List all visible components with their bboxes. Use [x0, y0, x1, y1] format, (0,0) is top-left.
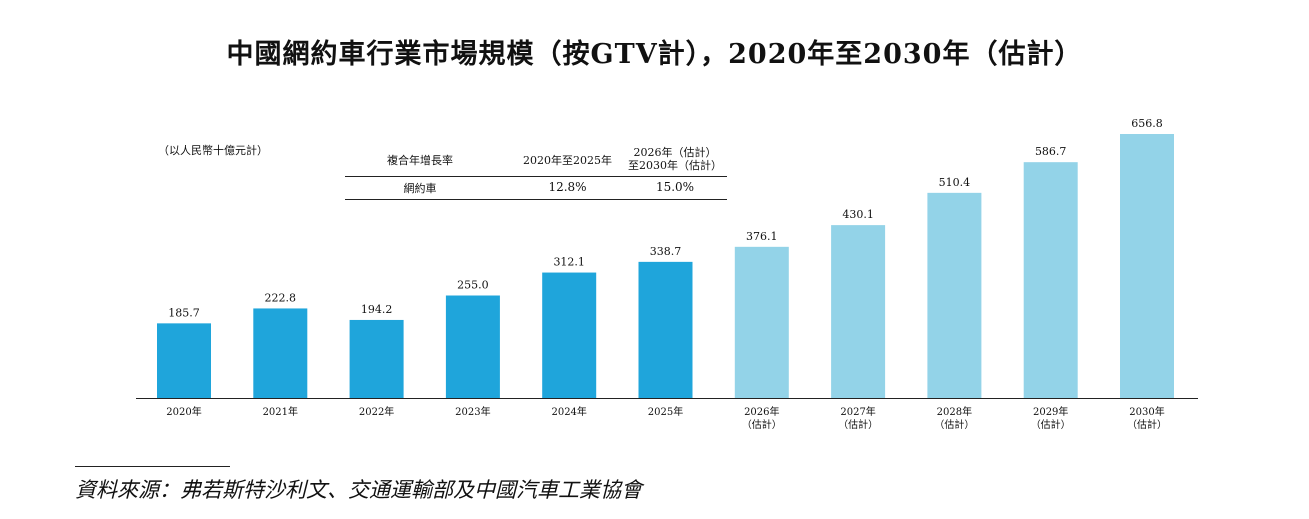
category-label-5: 2025年: [648, 405, 683, 418]
value-label-2: 194.2: [361, 303, 393, 316]
value-label-0: 185.7: [168, 306, 200, 319]
bar-9: [1023, 162, 1078, 398]
value-label-5: 338.7: [650, 245, 682, 258]
bar-8: [927, 192, 982, 398]
cagr-header-label: 複合年增長率: [387, 154, 453, 167]
category-sublabel-10: （估計）: [1127, 418, 1167, 431]
cagr-table-divider: [345, 176, 727, 177]
cagr-header-period-1: 2020年至2025年: [523, 154, 612, 167]
category-label-7: 2027年: [840, 405, 875, 418]
category-label-8: 2028年: [937, 405, 972, 418]
value-label-4: 312.1: [553, 256, 585, 269]
bar-2: [349, 319, 404, 398]
cagr-row-label: 網約車: [403, 182, 437, 195]
bar-5: [638, 261, 693, 398]
bar-7: [831, 225, 886, 398]
category-label-4: 2024年: [551, 405, 586, 418]
value-label-6: 376.1: [746, 230, 778, 243]
cagr-header-period-2a: 2026年（估計）: [633, 146, 717, 159]
category-label-0: 2020年: [166, 405, 201, 418]
category-sublabel-7: （估計）: [838, 418, 878, 431]
cagr-value-1: 12.8%: [548, 180, 587, 194]
category-sublabel-6: （估計）: [742, 418, 782, 431]
bar-0: [157, 323, 211, 398]
value-label-8: 510.4: [939, 176, 971, 189]
source-note: 資料來源：弗若斯特沙利文、交通運輸部及中國汽車工業協會: [75, 478, 642, 502]
bar-6: [734, 246, 789, 398]
bar-10: [1120, 134, 1174, 398]
bar-4: [542, 272, 597, 398]
category-label-6: 2026年: [744, 405, 779, 418]
value-label-9: 586.7: [1035, 145, 1067, 158]
value-label-10: 656.8: [1131, 117, 1163, 130]
bar-3: [445, 295, 500, 398]
source-rule: [75, 466, 230, 467]
category-sublabel-8: （估計）: [934, 418, 974, 431]
category-label-9: 2029年: [1033, 405, 1068, 418]
value-label-7: 430.1: [842, 208, 874, 221]
cagr-header-period-2b: 至2030年（估計）: [628, 159, 722, 172]
category-label-3: 2023年: [455, 405, 490, 418]
cagr-table-bottom-rule: [345, 199, 727, 200]
value-label-3: 255.0: [457, 279, 489, 292]
unit-note: （以人民幣十億元計）: [158, 144, 268, 157]
category-label-10: 2030年: [1129, 405, 1164, 418]
cagr-value-2: 15.0%: [655, 180, 695, 194]
category-sublabel-9: （估計）: [1031, 418, 1071, 431]
chart-title: 中國網約車行業市場規模（按GTV計），2020年至2030年（估計）: [226, 39, 1083, 70]
category-label-2: 2022年: [359, 405, 394, 418]
bar-1: [253, 308, 308, 398]
value-label-1: 222.8: [265, 291, 297, 304]
category-label-1: 2021年: [263, 405, 298, 418]
